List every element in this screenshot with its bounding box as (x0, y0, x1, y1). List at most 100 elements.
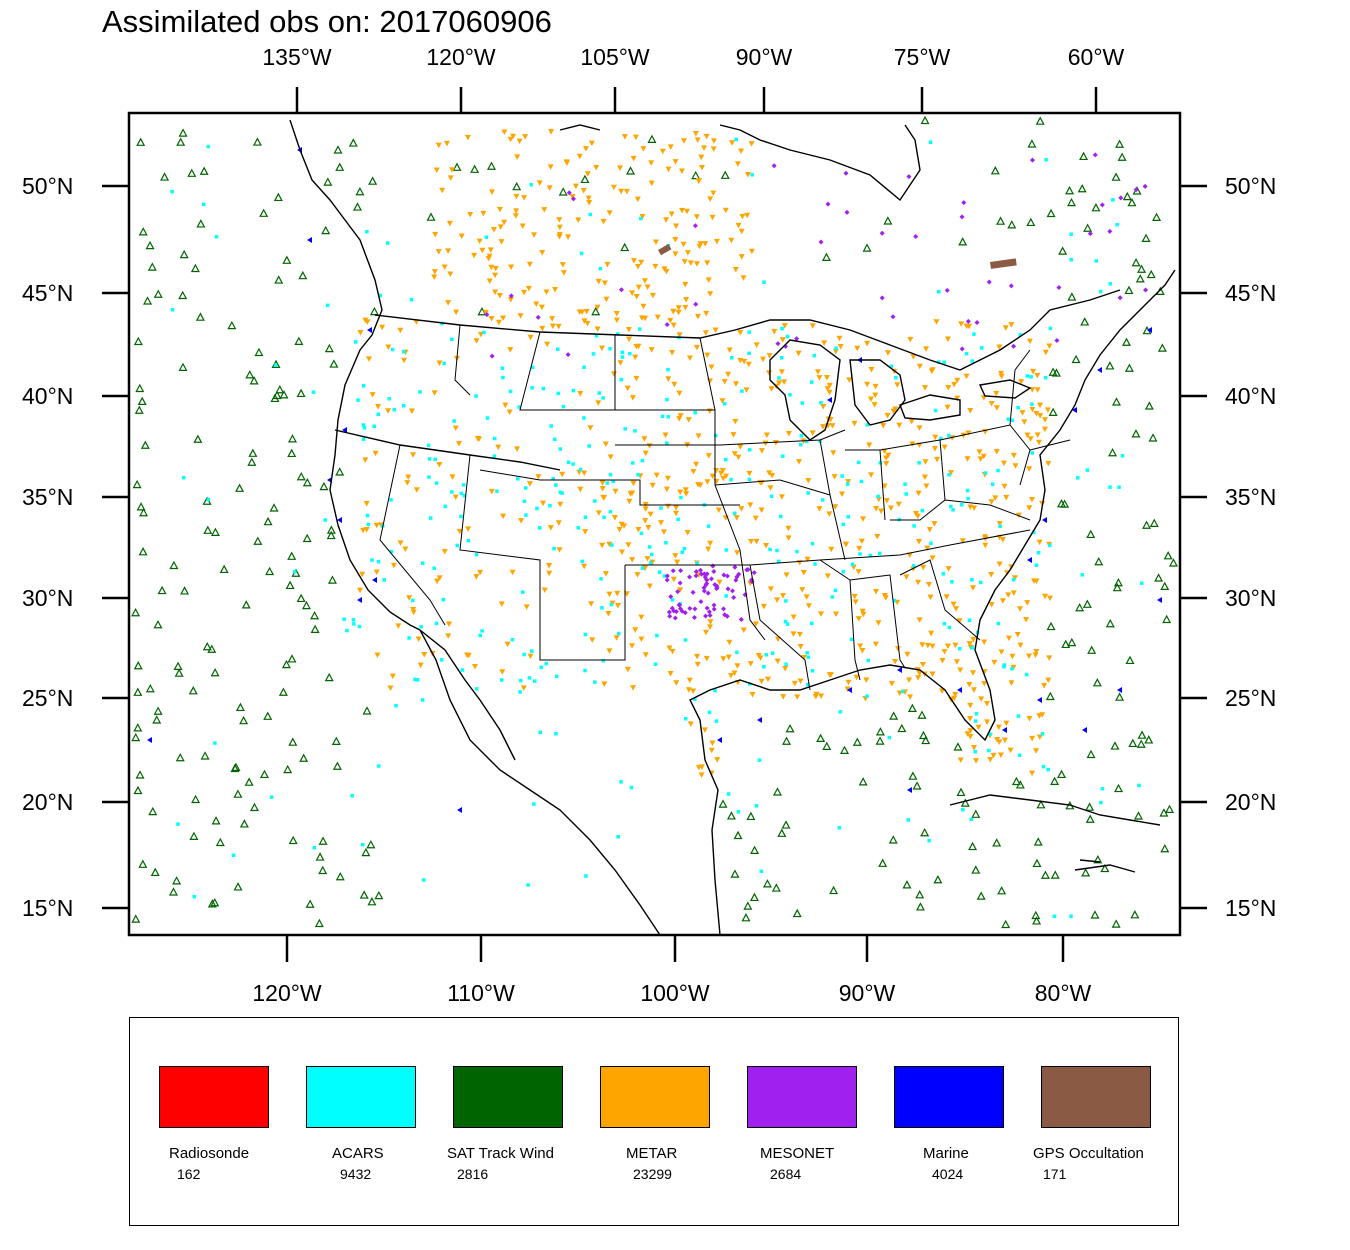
sat-wind-marker (326, 530, 336, 540)
right-lat-label: 30°N (1225, 585, 1277, 611)
metar-marker (1036, 734, 1043, 740)
metar-marker (602, 571, 609, 577)
metar-marker (913, 511, 920, 517)
sat-wind-marker (1031, 910, 1041, 920)
acars-marker (750, 173, 754, 177)
metar-marker (601, 495, 608, 501)
metar-marker (744, 171, 751, 178)
sat-wind-marker (1121, 337, 1131, 346)
sat-wind-marker (958, 237, 968, 246)
acars-marker (594, 334, 599, 338)
acars-marker (311, 390, 316, 394)
sat-wind-marker (1165, 804, 1175, 813)
metar-marker (953, 659, 960, 665)
metar-marker (642, 450, 649, 457)
metar-marker (638, 259, 645, 266)
metar-marker (967, 734, 974, 740)
metar-marker (627, 491, 634, 497)
metar-marker (796, 459, 803, 465)
acars-marker (231, 853, 236, 858)
metar-marker (790, 614, 797, 621)
metar-marker (734, 663, 741, 669)
sat-wind-marker (259, 769, 269, 779)
metar-marker (766, 470, 773, 476)
metar-marker (559, 262, 566, 268)
acars-marker (991, 482, 995, 486)
acars-marker (325, 303, 330, 308)
metar-marker (795, 350, 802, 357)
metar-marker (842, 541, 849, 548)
acars-marker (693, 697, 697, 701)
sat-wind-marker (296, 388, 306, 398)
acars-marker (176, 822, 180, 826)
acars-marker (201, 202, 206, 207)
metar-marker (1024, 432, 1031, 439)
metar-marker (910, 354, 917, 360)
metar-marker (602, 441, 609, 447)
metar-marker (809, 430, 816, 436)
metar-marker (672, 553, 679, 559)
metar-marker (713, 478, 720, 485)
metar-marker (633, 343, 640, 350)
mesonet-marker (714, 586, 720, 592)
sat-wind-marker (512, 181, 522, 191)
acars-marker (757, 758, 762, 762)
metar-marker (664, 475, 671, 482)
acars-marker (530, 386, 534, 390)
metar-marker (929, 555, 936, 561)
metar-marker (633, 293, 640, 300)
acars-marker (937, 360, 941, 364)
metar-marker (644, 284, 651, 291)
metar-marker (638, 614, 645, 621)
sat-wind-marker (1032, 916, 1042, 925)
acars-marker (785, 622, 790, 626)
acars-marker (541, 386, 546, 391)
metar-marker (606, 541, 613, 548)
sat-wind-marker (486, 161, 496, 170)
acars-marker (819, 401, 823, 405)
sat-wind-marker (1057, 769, 1067, 779)
metar-marker (374, 652, 381, 659)
acars-marker (602, 515, 606, 520)
acars-marker (1075, 476, 1080, 480)
acars-marker (571, 462, 575, 466)
sat-wind-marker (1046, 621, 1056, 631)
acars-marker (1043, 375, 1048, 380)
acars-marker (670, 598, 675, 602)
metar-marker (471, 663, 478, 670)
sat-wind-marker (971, 865, 981, 874)
metar-marker (606, 210, 613, 216)
mesonet-marker (677, 606, 683, 612)
acars-marker (556, 391, 560, 396)
metar-marker (703, 655, 710, 662)
metar-marker (785, 430, 792, 437)
acars-marker (1108, 485, 1112, 489)
acars-marker (631, 461, 635, 465)
metar-marker (747, 661, 754, 667)
metar-marker (767, 586, 774, 592)
legend-label: MESONET (760, 1145, 835, 1162)
metar-marker (522, 134, 529, 140)
metar-marker (926, 527, 933, 533)
metar-marker (556, 231, 563, 238)
metar-marker (543, 289, 550, 295)
metar-marker (703, 310, 710, 317)
acars-marker (795, 549, 799, 554)
acars-marker (361, 423, 366, 427)
metar-marker (630, 685, 637, 691)
metar-marker (405, 474, 412, 480)
acars-marker (1030, 451, 1035, 455)
metar-marker (397, 327, 404, 334)
sat-wind-marker (273, 192, 283, 202)
sat-wind-marker (282, 255, 292, 264)
sat-wind-marker (1168, 558, 1178, 567)
mesonet-marker (1092, 152, 1098, 158)
acars-marker (762, 280, 766, 284)
acars-marker (723, 457, 728, 462)
mesonet-marker (565, 352, 571, 358)
left-lat-label: 30°N (22, 585, 74, 611)
acars-marker (1085, 468, 1090, 472)
metar-marker (952, 642, 959, 649)
acars-marker (769, 494, 774, 499)
metar-marker (557, 501, 564, 508)
